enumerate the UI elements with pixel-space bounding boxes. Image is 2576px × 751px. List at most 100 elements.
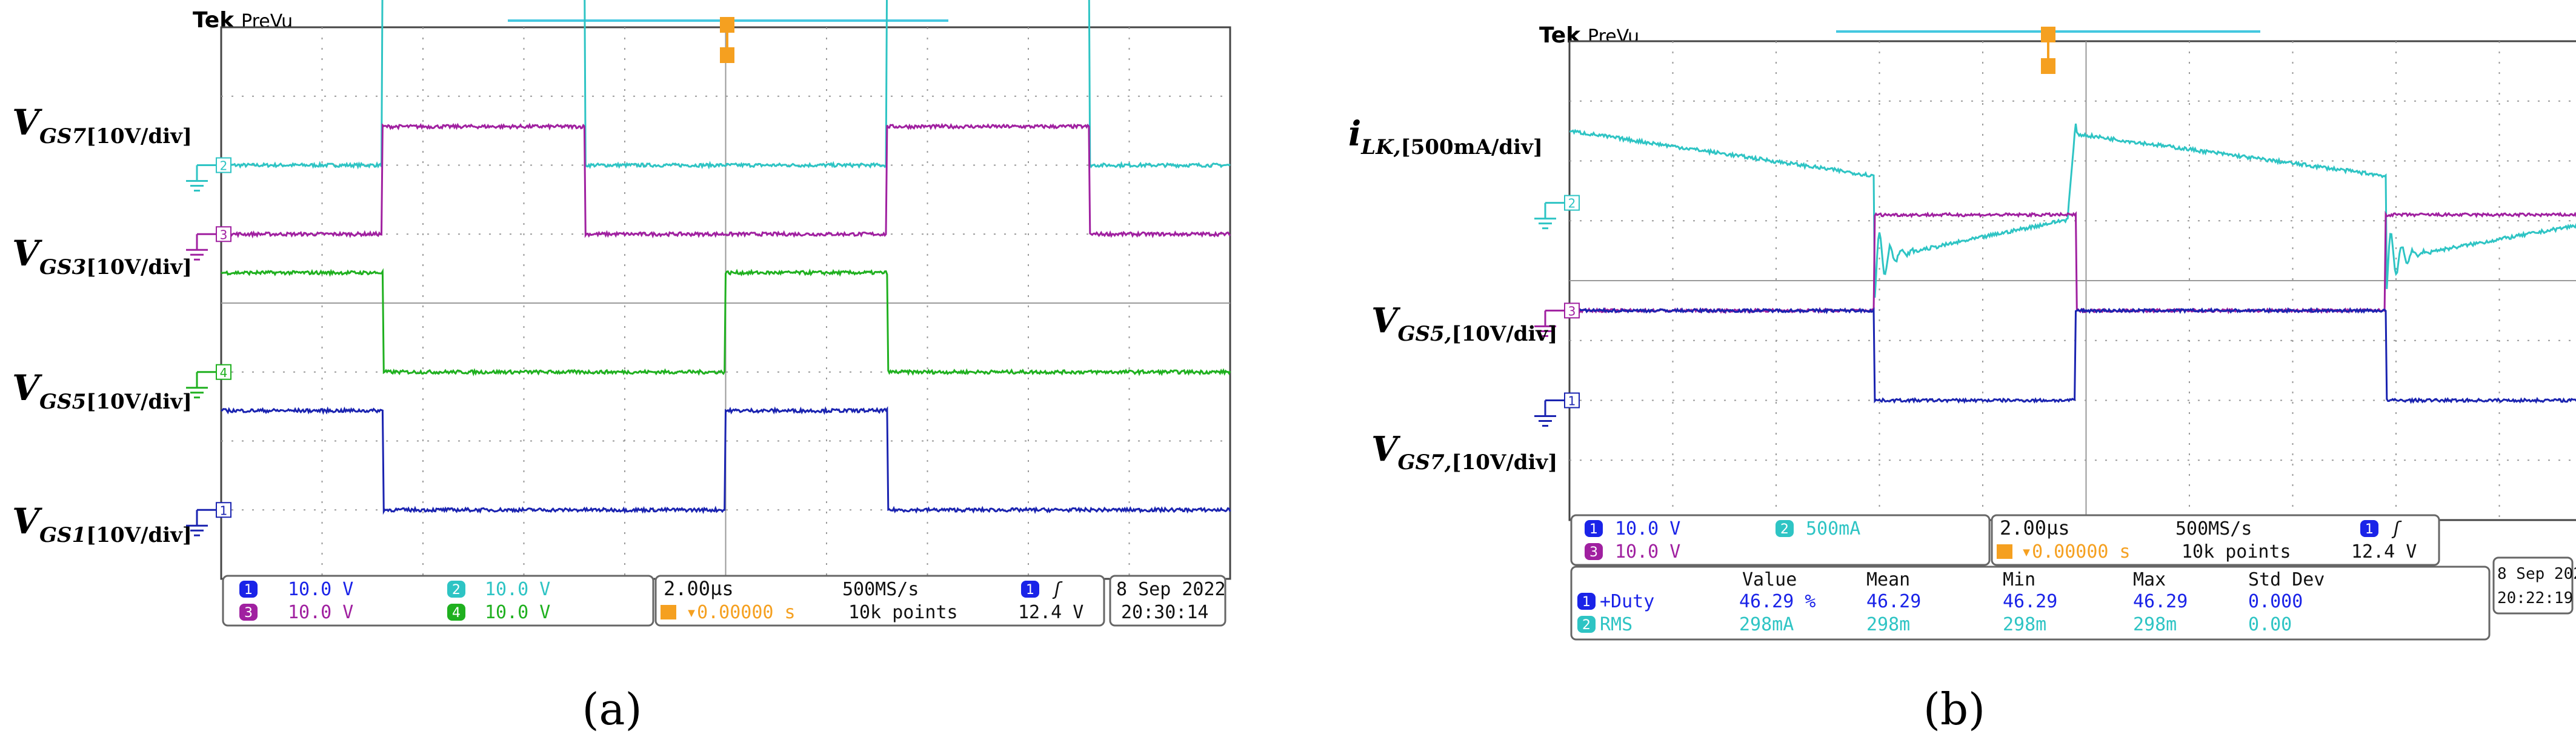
channel-marker: [1564, 195, 1580, 211]
channel-marker-label: 2: [1568, 196, 1576, 211]
datetime-box: [2492, 556, 2574, 615]
trigger-channel-badge: 1: [1021, 581, 1039, 598]
channel-scale: 10.0 V: [485, 602, 550, 623]
timebase-box: [1991, 514, 2440, 566]
channel-badge-1: [1577, 593, 1596, 610]
measurement-table: [1570, 566, 2491, 641]
measurement-value: 298m: [2003, 614, 2046, 635]
signal-label: VGS7[10V/div]: [12, 102, 192, 149]
channel-badge-label: 1: [1582, 595, 1591, 610]
measurement-value: 0.000: [2248, 591, 2303, 612]
channel-marker: [216, 157, 231, 173]
channel-scale: 10.0 V: [288, 602, 353, 623]
svg-text:1: 1: [244, 582, 253, 598]
measurement-header: Std Dev: [2248, 569, 2325, 590]
channel-marker-label: 4: [220, 365, 228, 380]
channel-marker: [216, 226, 231, 242]
trace-ch3: [220, 122, 1231, 239]
timebase: 2.00µs: [664, 577, 734, 600]
measurement-value: 46.29: [2003, 591, 2057, 612]
traces: [1569, 123, 2576, 404]
timebase-box: [654, 575, 1105, 627]
date: 8 Sep 2022: [2497, 565, 2576, 583]
measurement-name: +Duty: [1600, 591, 1654, 612]
signal-label: VGS5,[10V/div]: [1371, 301, 1557, 346]
channel-marker-label: 1: [220, 503, 228, 518]
measurement-row: 1 +Duty 46.29 % 46.29 46.29 46.29 0.000: [1577, 591, 2303, 612]
record-length: 10k points: [848, 602, 958, 623]
channel-marker-label: 1: [1568, 394, 1576, 409]
channel-scale: 10.0 V: [1615, 518, 1680, 539]
signal-label: VGS3[10V/div]: [12, 233, 192, 279]
measurement-row: 2 RMS 298mA 298m 298m 298m 0.00: [1577, 614, 2292, 635]
signal-label: iLK,[500mA/div]: [1348, 114, 1543, 159]
trigger-delay-icon: [1997, 544, 2012, 559]
channel-markers: 2 3 1: [1534, 195, 1580, 427]
channel-marker: [216, 364, 231, 380]
measurement-value: 298mA: [1739, 614, 1794, 635]
channel-scale: 10.0 V: [288, 579, 353, 600]
trigger-delay: ▾0.00000 s: [686, 602, 796, 623]
svg-text:1: 1: [1589, 522, 1598, 537]
channel-markers: 2 3 4 1: [186, 157, 231, 536]
trace-ch2: [220, 0, 1231, 170]
channel-badge-3: 3: [1585, 543, 1603, 560]
measurement-value: 46.29: [2133, 591, 2188, 612]
svg-text:1: 1: [1026, 582, 1034, 598]
trigger-position-marker: [720, 17, 734, 63]
trace-ch1: [221, 406, 1231, 515]
time: 20:30:14: [1121, 602, 1209, 623]
info-bar: 1 10.0 V 3 10.0 V 2 500mA 2.00µs 500MS/s…: [1570, 514, 2576, 641]
svg-text:2: 2: [1780, 522, 1789, 537]
measurement-header: Value: [1742, 569, 1797, 590]
sample-rate: 500MS/s: [2175, 518, 2252, 539]
svg-text:1: 1: [2365, 522, 2374, 537]
measurement-name: RMS: [1600, 614, 1632, 635]
trigger-channel-badge: 1: [2360, 520, 2378, 537]
channel-marker: [216, 502, 231, 518]
info-bar: 1 10.0 V 3 10.0 V 2 10.0 V 4 10.0 V 2.00…: [222, 575, 1226, 627]
datetime-box: [1109, 575, 1226, 627]
panel-caption: (b): [1923, 684, 1985, 735]
measurement-header: Mean: [1866, 569, 1910, 590]
channel-badge-1: 1: [239, 581, 258, 598]
measurement-value: 298m: [2133, 614, 2177, 635]
sample-rate: 500MS/s: [842, 579, 919, 600]
channel-scale: 10.0 V: [1615, 541, 1680, 562]
rising-edge-icon: ʃ: [2391, 518, 2402, 539]
channel-scale-box: [1570, 514, 1991, 566]
rising-edge-icon: ʃ: [1052, 579, 1063, 600]
channel-badge-label: 2: [1582, 618, 1591, 633]
trace-ch1: [1569, 307, 2576, 404]
channel-badge-2: [1577, 616, 1596, 633]
trigger-delay: ▾0.00000 s: [2021, 541, 2131, 562]
svg-text:3: 3: [1589, 545, 1598, 560]
timebase: 2.00µs: [2000, 516, 2070, 539]
measurement-header: Max: [2133, 569, 2166, 590]
channel-marker-label: 3: [220, 227, 228, 242]
trigger-position-marker: [2041, 27, 2055, 74]
channel-scale: 10.0 V: [485, 579, 550, 600]
measurement-value: 46.29: [1866, 591, 1921, 612]
channel-badge-4: 4: [447, 604, 465, 621]
grid: [1569, 41, 2576, 520]
channel-badge-1: 1: [1585, 520, 1603, 537]
measurement-value: 298m: [1866, 614, 1910, 635]
channel-scale: 500mA: [1806, 518, 1860, 539]
measurement-value: 0.00: [2248, 614, 2292, 635]
scope-b: Tek PreVu 231 iLK,[500mA/div] VGS5,[10V/…: [1348, 23, 2576, 735]
svg-text:4: 4: [452, 606, 461, 621]
trace-ch4: [221, 268, 1231, 376]
channel-marker-label: 2: [220, 159, 228, 173]
channel-scale-box: [222, 575, 654, 627]
channel-badge-3: 3: [239, 604, 258, 621]
measurement-value: 46.29 %: [1739, 591, 1816, 612]
trigger-delay-icon: [661, 605, 676, 619]
record-length: 10k points: [2182, 541, 2291, 562]
time: 20:22:19: [2497, 589, 2573, 607]
panel-caption: (a): [582, 684, 642, 735]
trigger-level: 12.4 V: [2351, 541, 2417, 562]
signal-label: VGS5[10V/div]: [12, 367, 192, 414]
